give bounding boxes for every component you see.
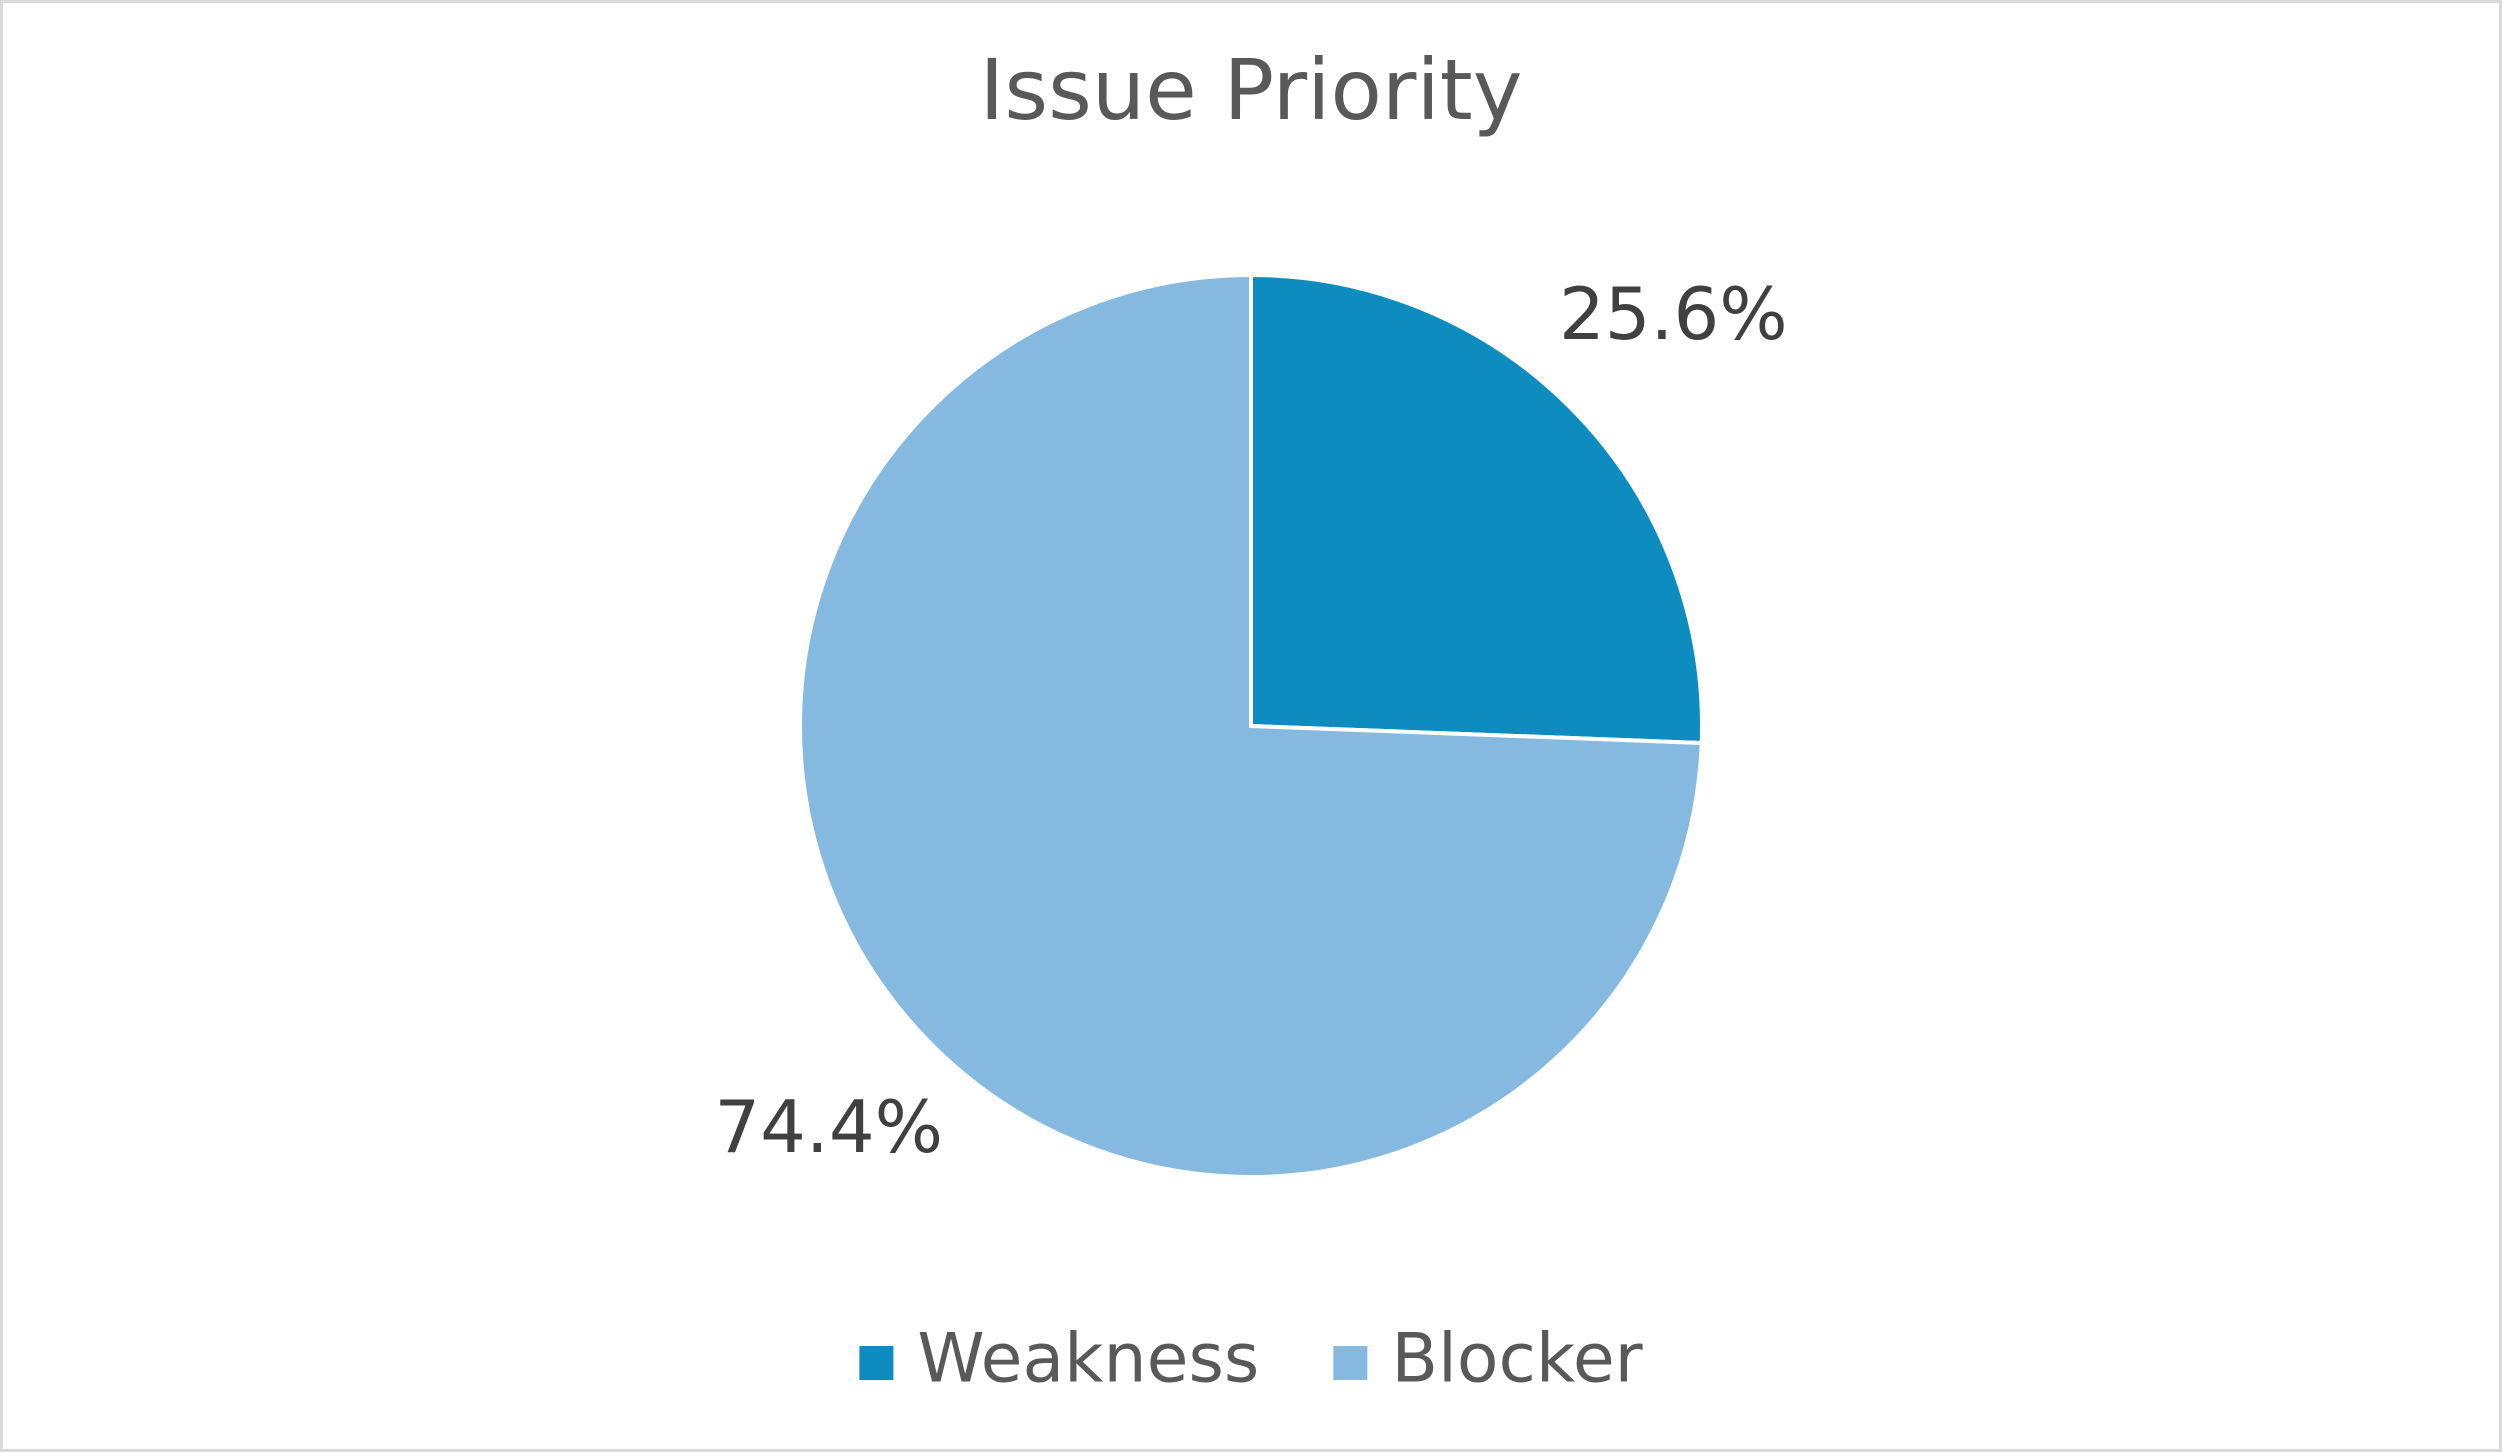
legend-swatch [1333,1346,1368,1380]
chart-title: Issue Priority [980,41,1523,139]
legend-label: Weakness [917,1320,1259,1399]
legend-swatch [859,1346,894,1380]
data-label: 74.4% [714,1085,943,1169]
pie-slice [798,272,1704,1179]
legend-label: Blocker [1391,1320,1642,1399]
data-label: 25.6% [1559,272,1788,356]
pie-slice [1249,272,1704,746]
